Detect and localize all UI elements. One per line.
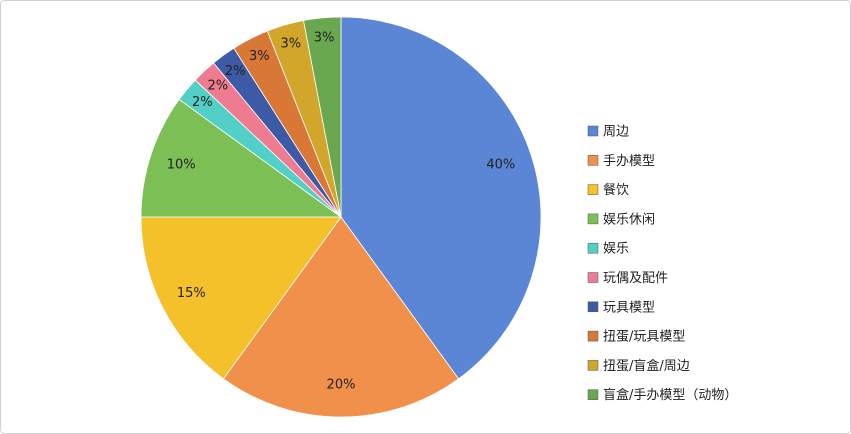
- legend-swatch: [587, 330, 599, 342]
- legend-swatch: [587, 389, 599, 400]
- data-label: 10%: [167, 158, 196, 173]
- data-label: 3%: [280, 37, 301, 52]
- legend-swatch: [587, 272, 599, 283]
- legend-swatch: [587, 213, 599, 225]
- pie-slice: [340, 16, 542, 380]
- legend-swatch: [587, 184, 599, 195]
- legend-swatch: [587, 360, 599, 371]
- legend-label: 周边: [603, 125, 629, 140]
- data-label: 20%: [327, 378, 356, 393]
- legend-label: 娱乐休闲: [603, 212, 655, 227]
- data-label: 2%: [192, 95, 213, 110]
- data-label: 2%: [225, 64, 246, 79]
- data-label: 2%: [207, 78, 228, 93]
- legend-swatch: [587, 242, 599, 254]
- pie-slice: [303, 16, 342, 218]
- legend-swatch: [587, 125, 599, 137]
- legend-label: 扭蛋/盲盒/周边: [603, 358, 690, 374]
- pie-slice: [140, 216, 342, 380]
- legend-swatch: [587, 301, 599, 313]
- legend-label: 娱乐: [603, 242, 629, 257]
- data-label: 15%: [177, 286, 206, 301]
- legend-label: 餐饮: [603, 182, 629, 198]
- data-label: 3%: [249, 49, 270, 64]
- legend-swatch: [587, 155, 599, 166]
- legend-label: 玩具模型: [603, 300, 655, 315]
- data-label: 3%: [314, 30, 335, 45]
- pie-slice: [140, 98, 343, 218]
- legend-label: 盲盒/手办模型（动物）: [603, 387, 737, 403]
- legend-label: 玩偶及配件: [603, 271, 668, 286]
- legend-label: 扭蛋/玩具模型: [603, 330, 685, 345]
- pie-slice: [222, 216, 460, 418]
- legend-label: 手办模型: [603, 154, 655, 169]
- data-label: 40%: [486, 158, 515, 173]
